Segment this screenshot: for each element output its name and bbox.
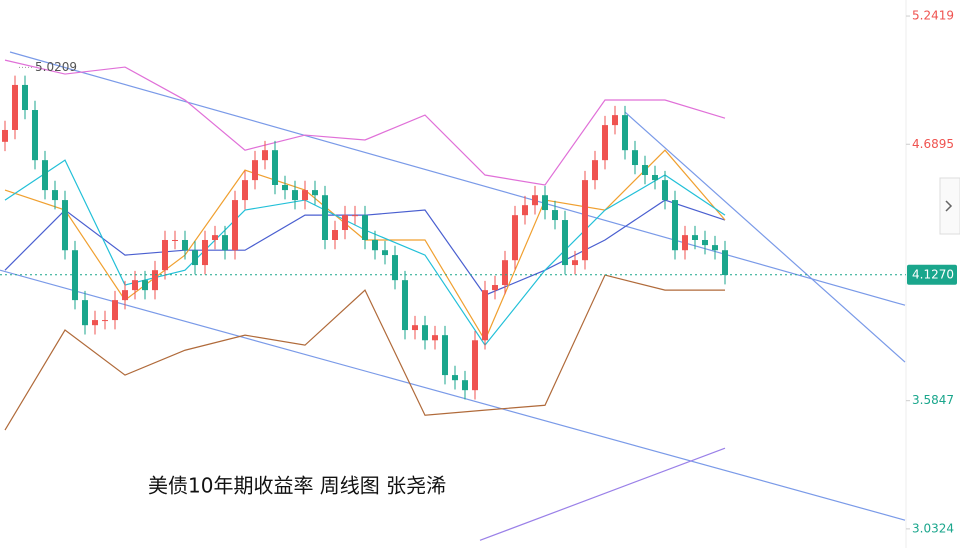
candle-body: [372, 239, 378, 251]
candle-body: [162, 239, 168, 271]
candle-body: [172, 239, 178, 241]
y-tick-label: 3.5847: [912, 393, 954, 407]
candle-body: [292, 190, 298, 201]
candle-body: [132, 280, 138, 291]
candle-body: [632, 150, 638, 166]
candle-body: [322, 195, 328, 240]
trendline: [479, 447, 726, 541]
candle-body: [512, 215, 518, 261]
candle-body: [392, 255, 398, 281]
current-price-box: [907, 264, 957, 285]
candle-body: [312, 190, 318, 196]
candle-body: [712, 245, 718, 251]
candle-body: [342, 215, 348, 231]
candle-body: [352, 215, 358, 217]
indicator-line: [4, 59, 726, 186]
candle-body: [262, 150, 268, 161]
candle-body: [582, 180, 588, 261]
candle-body: [282, 184, 288, 191]
candle-body: [82, 300, 88, 326]
candle-body: [662, 180, 668, 201]
candle-body: [722, 250, 728, 276]
y-tick-label: 5.2419: [912, 9, 954, 23]
candle-body: [432, 335, 438, 341]
candle-body: [12, 84, 18, 130]
candle-body: [362, 215, 368, 240]
candle-body: [112, 300, 118, 321]
candle-body: [2, 129, 8, 142]
scroll-arrow[interactable]: [945, 200, 953, 212]
candle-body: [622, 115, 628, 151]
candle-body: [242, 180, 248, 201]
candle-body: [142, 280, 148, 291]
candle-body: [602, 125, 608, 161]
trendline: [9, 51, 906, 306]
trendline: [624, 111, 906, 363]
candle-body: [92, 320, 98, 326]
candle-body: [232, 200, 238, 251]
chart-title: 美债10年期收益率 周线图 张尧浠: [148, 474, 446, 498]
candle-body: [202, 239, 208, 266]
candle-body: [422, 325, 428, 341]
candle-body: [522, 205, 528, 216]
candle-body: [572, 260, 578, 266]
candle-body: [152, 270, 158, 291]
candle-body: [22, 84, 28, 111]
candle-body: [412, 325, 418, 331]
candle-body: [532, 195, 538, 206]
y-tick-label: 4.1270: [912, 267, 954, 281]
candle-body: [592, 160, 598, 181]
indicator-line: [4, 274, 725, 431]
candle-body: [702, 239, 708, 246]
candle-body: [212, 235, 218, 240]
candle-body: [452, 375, 458, 381]
candle-body: [272, 150, 278, 185]
y-tick-label: 4.6895: [912, 137, 954, 151]
candle-body: [492, 285, 498, 291]
candle-body: [442, 335, 448, 376]
candle-body: [562, 220, 568, 266]
candle-body: [642, 165, 648, 176]
candle-body: [62, 200, 68, 251]
candle-body: [612, 115, 618, 126]
candle-body: [302, 190, 308, 201]
candle-body: [192, 250, 198, 266]
candle-body: [32, 110, 38, 161]
trendline: [0, 269, 906, 521]
candle-body: [332, 230, 338, 240]
candle-body: [682, 235, 688, 251]
candle-body: [122, 290, 128, 301]
candle-body: [672, 200, 678, 251]
candle-body: [402, 280, 408, 331]
candle-body: [52, 190, 58, 201]
candle-body: [472, 340, 478, 391]
candle-body: [692, 235, 698, 240]
annotation: 5.0209: [35, 60, 77, 74]
candle-body: [42, 160, 48, 191]
candle-body: [652, 175, 658, 181]
candle-body: [552, 210, 558, 221]
candle-body: [502, 260, 508, 286]
scroll-button[interactable]: [939, 177, 960, 235]
candle-body: [462, 380, 468, 391]
candle-body: [542, 195, 548, 211]
candle-body: [222, 235, 228, 251]
candle-body: [382, 250, 388, 256]
y-tick-label: 3.0324: [912, 521, 954, 535]
candle-body: [182, 239, 188, 251]
plot-area: [0, 51, 906, 541]
candle-body: [482, 290, 488, 341]
candle-body: [102, 320, 108, 322]
candle-body: [252, 160, 258, 181]
